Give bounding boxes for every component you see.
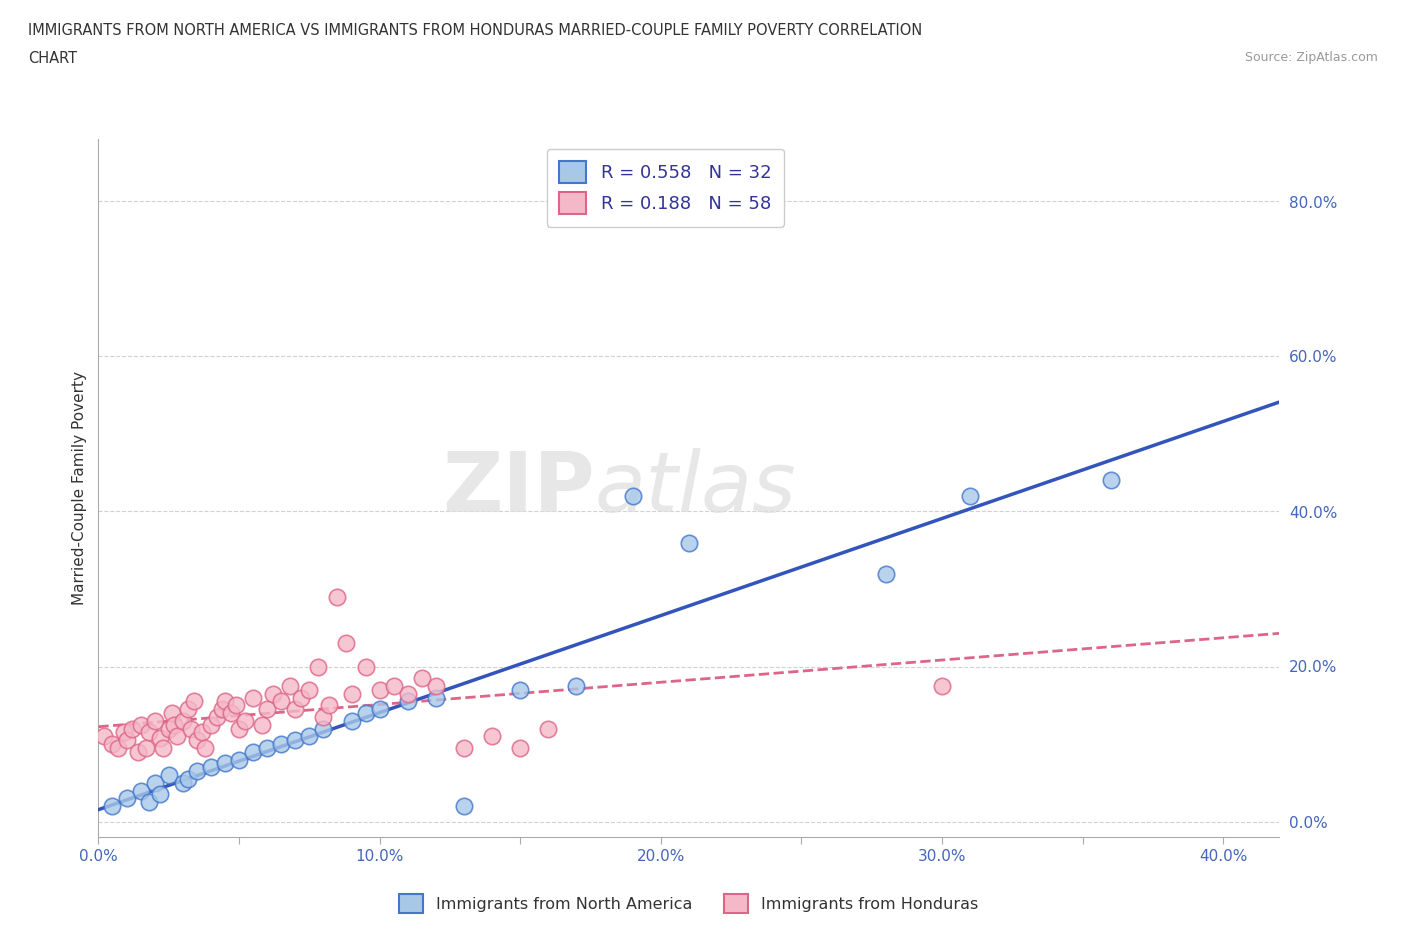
Point: [101, 799, 124, 814]
Point: [205, 710, 228, 724]
Point: [219, 706, 242, 721]
Point: [228, 752, 250, 767]
Point: [228, 721, 250, 736]
Point: [211, 701, 233, 716]
Point: [143, 713, 166, 728]
Point: [298, 683, 321, 698]
Point: [135, 740, 157, 755]
Point: [200, 717, 222, 732]
Point: [242, 690, 264, 705]
Point: [298, 729, 321, 744]
Point: [149, 730, 172, 745]
Point: [509, 683, 531, 698]
Point: [312, 721, 335, 736]
Point: [180, 721, 202, 736]
Point: [565, 679, 588, 694]
Point: [157, 767, 180, 782]
Text: atlas: atlas: [595, 447, 796, 529]
Point: [129, 717, 152, 732]
Point: [396, 694, 419, 709]
Point: [453, 740, 475, 755]
Point: [959, 488, 981, 503]
Point: [368, 683, 391, 698]
Text: CHART: CHART: [28, 51, 77, 66]
Point: [163, 717, 186, 732]
Point: [453, 799, 475, 814]
Point: [127, 744, 149, 759]
Point: [233, 713, 256, 728]
Point: [256, 701, 278, 716]
Point: [270, 737, 292, 751]
Point: [149, 787, 172, 802]
Point: [312, 710, 335, 724]
Point: [256, 740, 278, 755]
Point: [157, 721, 180, 736]
Point: [177, 772, 200, 787]
Point: [284, 701, 307, 716]
Point: [411, 671, 433, 685]
Point: [262, 686, 284, 701]
Point: [354, 659, 377, 674]
Point: [121, 721, 143, 736]
Point: [340, 713, 363, 728]
Point: [129, 783, 152, 798]
Legend: Immigrants from North America, Immigrants from Honduras: Immigrants from North America, Immigrant…: [394, 887, 984, 920]
Point: [152, 740, 174, 755]
Point: [115, 790, 138, 805]
Point: [183, 694, 205, 709]
Point: [194, 740, 217, 755]
Point: [307, 659, 329, 674]
Point: [326, 590, 349, 604]
Point: [186, 764, 208, 778]
Point: [214, 694, 236, 709]
Point: [191, 725, 214, 740]
Point: [107, 740, 129, 755]
Point: [177, 701, 200, 716]
Point: [250, 717, 273, 732]
Point: [425, 690, 447, 705]
Point: [112, 725, 135, 740]
Point: [242, 744, 264, 759]
Point: [340, 686, 363, 701]
Point: [368, 701, 391, 716]
Point: [290, 690, 312, 705]
Point: [396, 686, 419, 701]
Text: ZIP: ZIP: [441, 447, 595, 529]
Point: [354, 706, 377, 721]
Point: [1099, 473, 1122, 488]
Point: [509, 740, 531, 755]
Point: [101, 737, 124, 751]
Point: [278, 679, 301, 694]
Point: [621, 488, 644, 503]
Point: [200, 760, 222, 775]
Y-axis label: Married-Couple Family Poverty: Married-Couple Family Poverty: [72, 371, 87, 605]
Point: [678, 535, 700, 550]
Point: [166, 729, 188, 744]
Point: [284, 733, 307, 748]
Point: [875, 566, 897, 581]
Point: [115, 733, 138, 748]
Point: [138, 794, 160, 809]
Point: [931, 679, 953, 694]
Point: [214, 756, 236, 771]
Point: [270, 694, 292, 709]
Point: [318, 698, 340, 712]
Point: [186, 733, 208, 748]
Text: IMMIGRANTS FROM NORTH AMERICA VS IMMIGRANTS FROM HONDURAS MARRIED-COUPLE FAMILY : IMMIGRANTS FROM NORTH AMERICA VS IMMIGRA…: [28, 23, 922, 38]
Point: [160, 706, 183, 721]
Point: [382, 679, 405, 694]
Point: [537, 721, 560, 736]
Text: Source: ZipAtlas.com: Source: ZipAtlas.com: [1244, 51, 1378, 64]
Point: [425, 679, 447, 694]
Point: [138, 725, 160, 740]
Point: [93, 729, 115, 744]
Point: [225, 698, 247, 712]
Point: [481, 729, 503, 744]
Point: [143, 776, 166, 790]
Point: [335, 636, 357, 651]
Point: [172, 776, 194, 790]
Point: [172, 713, 194, 728]
